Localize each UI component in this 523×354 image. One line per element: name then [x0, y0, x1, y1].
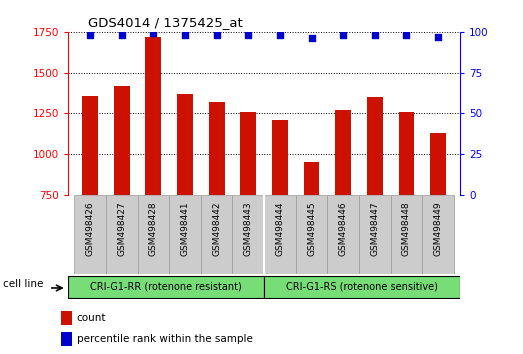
Text: GSM498428: GSM498428: [149, 201, 158, 256]
Text: GSM498442: GSM498442: [212, 201, 221, 256]
Point: [434, 34, 442, 40]
Point: [276, 32, 284, 38]
Bar: [61, 312, 72, 325]
Bar: [233, 195, 264, 274]
Text: GSM498447: GSM498447: [370, 201, 379, 256]
Text: CRI-G1-RR (rotenone resistant): CRI-G1-RR (rotenone resistant): [90, 282, 242, 292]
FancyBboxPatch shape: [68, 275, 264, 298]
Bar: [82, 96, 98, 195]
Bar: [304, 162, 320, 195]
Bar: [399, 113, 414, 195]
Bar: [201, 195, 233, 274]
Bar: [359, 195, 391, 274]
Text: GSM498445: GSM498445: [307, 201, 316, 256]
Text: GSM498449: GSM498449: [434, 201, 442, 256]
Bar: [138, 195, 169, 274]
Bar: [145, 37, 161, 195]
Point: [149, 31, 157, 36]
Bar: [241, 113, 256, 195]
Text: cell line: cell line: [4, 279, 44, 289]
Point: [371, 32, 379, 38]
Point: [402, 32, 411, 38]
Point: [339, 32, 347, 38]
Point: [308, 35, 316, 41]
FancyBboxPatch shape: [264, 275, 460, 298]
Bar: [209, 102, 224, 195]
Bar: [367, 97, 383, 195]
Bar: [295, 195, 327, 274]
Bar: [114, 86, 130, 195]
Point: [86, 32, 94, 38]
Text: GSM498444: GSM498444: [276, 201, 285, 256]
Bar: [422, 195, 454, 274]
Bar: [106, 195, 138, 274]
Bar: [169, 195, 201, 274]
Point: [181, 32, 189, 38]
Text: GSM498427: GSM498427: [117, 201, 126, 256]
Text: GSM498426: GSM498426: [86, 201, 95, 256]
Point: [244, 32, 253, 38]
Text: percentile rank within the sample: percentile rank within the sample: [77, 334, 253, 344]
Bar: [61, 332, 72, 346]
Point: [212, 32, 221, 38]
Text: GSM498448: GSM498448: [402, 201, 411, 256]
Text: count: count: [77, 313, 106, 323]
Bar: [335, 110, 351, 195]
Bar: [327, 195, 359, 274]
Bar: [74, 195, 106, 274]
Text: GSM498446: GSM498446: [339, 201, 348, 256]
Text: GSM498441: GSM498441: [180, 201, 189, 256]
Bar: [264, 195, 295, 274]
Bar: [430, 133, 446, 195]
Text: GSM498443: GSM498443: [244, 201, 253, 256]
Text: CRI-G1-RS (rotenone sensitive): CRI-G1-RS (rotenone sensitive): [286, 282, 438, 292]
Point: [118, 32, 126, 38]
Bar: [272, 120, 288, 195]
Bar: [177, 94, 193, 195]
Bar: [391, 195, 422, 274]
Text: GDS4014 / 1375425_at: GDS4014 / 1375425_at: [88, 16, 242, 29]
